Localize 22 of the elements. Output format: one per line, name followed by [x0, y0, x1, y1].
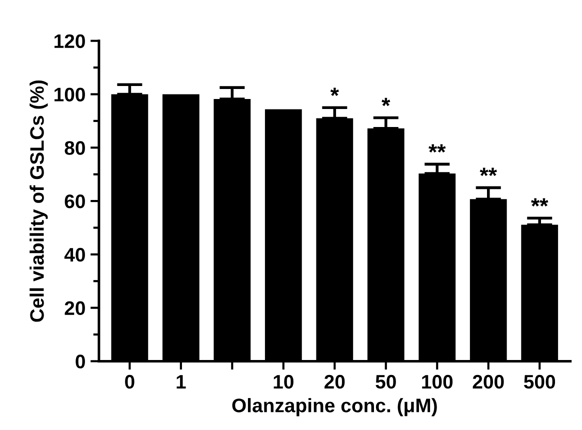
y-tick-label: 20: [64, 301, 85, 316]
y-tick-label: 100: [54, 88, 85, 102]
annotation: *: [382, 98, 390, 106]
x-tick-label: 1: [176, 375, 186, 388]
x-tick-label: 100: [422, 374, 453, 389]
x-tick-label: 500: [524, 374, 556, 389]
annotation: **: [531, 198, 548, 206]
x-tick-label: 20: [324, 374, 345, 389]
x-tick-label: 10: [274, 374, 294, 389]
x-tick-label: 200: [472, 374, 504, 389]
y-tick-label: 60: [64, 194, 85, 208]
y-tick-label: 120: [54, 34, 85, 48]
x-axis-title: Olanzapine conc. (μM): [232, 398, 437, 416]
annotation: **: [480, 168, 497, 176]
annotation: **: [428, 144, 446, 153]
x-tick-label: 0: [125, 374, 134, 389]
y-tick-label: 40: [64, 248, 85, 262]
annotation: *: [330, 88, 339, 96]
y-tick-label: 80: [64, 141, 85, 155]
y-axis-title: Cell viability of GSLCs (%): [30, 80, 48, 322]
y-tick-label: 0: [76, 354, 85, 368]
x-tick-label: 50: [376, 374, 396, 389]
